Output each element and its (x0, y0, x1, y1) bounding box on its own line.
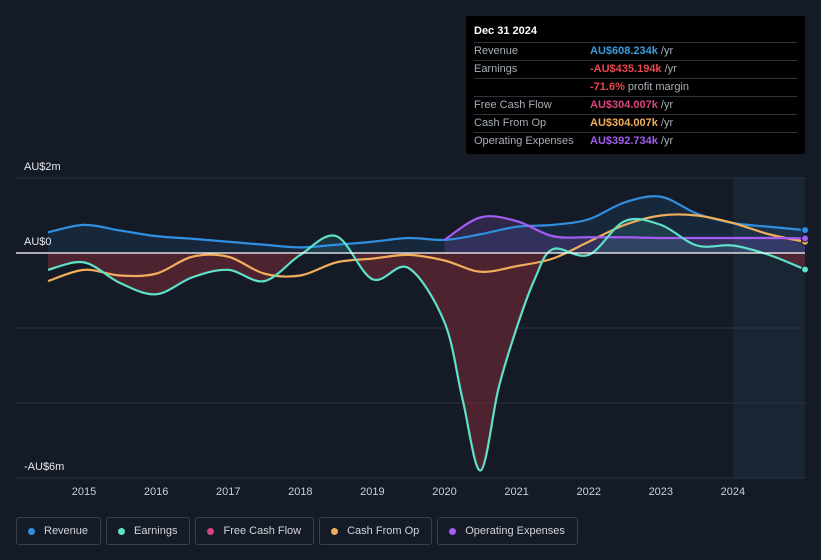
tooltip-row: Revenue AU$608.234k/yr (474, 43, 797, 61)
y-tick-label: AU$2m (24, 161, 61, 173)
tooltip-row-label: Cash From Op (474, 117, 547, 129)
legend-item[interactable]: Revenue (16, 517, 102, 545)
x-tick-label: 2019 (360, 486, 384, 498)
tooltip-row: Cash From Op AU$304.007k/yr (474, 115, 797, 133)
tooltip-row-unit: profit margin (627, 81, 689, 93)
tooltip-row: -71.6% profit margin (474, 79, 797, 97)
tooltip-row-unit: /yr (660, 45, 674, 57)
tooltip-row-label: Revenue (474, 45, 519, 57)
end-dot-earnings (801, 265, 809, 274)
data-tooltip: Dec 31 2024 Revenue AU$608.234k/yr Earning… (466, 16, 805, 154)
tooltip-row-label: Free Cash Flow (474, 99, 552, 111)
chart-legend: Revenue Earnings Free Cash Flow Cash From O… (16, 517, 583, 545)
tooltip-row-unit: /yr (660, 135, 674, 147)
tooltip-row-unit: /yr (660, 99, 674, 111)
revenue-area (48, 196, 805, 253)
legend-dot-icon (28, 527, 35, 535)
legend-label: Earnings (134, 525, 178, 537)
tooltip-date: Dec 31 2024 (474, 24, 797, 43)
grid-lines (16, 177, 805, 479)
x-tick-label: 2021 (504, 486, 528, 498)
y-axis-ticks: AU$2m AU$0 -AU$6m (24, 161, 64, 473)
legend-item[interactable]: Free Cash Flow (195, 517, 315, 545)
series-end-dots (801, 226, 809, 274)
tooltip-row-label: Earnings (474, 63, 518, 75)
series-line-cash-from-op (47, 213, 806, 283)
x-tick-label: 2015 (72, 486, 96, 498)
x-tick-label: 2017 (216, 486, 240, 498)
financial-chart: AU$2m AU$0 -AU$6m 2015 2016 2017 2018 2019 2020… (16, 161, 809, 498)
x-tick-label: 2020 (432, 486, 456, 498)
tooltip-row-value: -AU$435.194k (590, 63, 662, 75)
legend-item[interactable]: Operating Expenses (437, 517, 578, 545)
tooltip-row-value: AU$304.007k (590, 117, 658, 129)
legend-dot-icon (449, 527, 457, 535)
x-tick-label: 2018 (288, 486, 312, 498)
legend-item[interactable]: Earnings (106, 517, 191, 545)
tooltip-rows: Revenue AU$608.234k/yr Earnings -AU$435.194… (474, 43, 797, 150)
tooltip-row-label (474, 79, 590, 96)
x-axis-ticks: 2015 2016 2017 2018 2019 2020 2021 2022 2023 2024 (72, 486, 745, 498)
legend-dot-icon (207, 527, 215, 535)
tooltip-row: Operating Expenses AU$392.734k/yr (474, 133, 797, 150)
x-tick-label: 2022 (576, 486, 600, 498)
y-tick-label: -AU$6m (24, 461, 64, 473)
tooltip-row-value: AU$608.234k (590, 45, 658, 57)
tooltip-row-unit: /yr (664, 63, 677, 75)
legend-dot-icon (118, 527, 126, 535)
opex-area (444, 216, 805, 253)
series-line-revenue (47, 195, 806, 249)
series-line-operating-expenses (443, 215, 806, 241)
y-tick-label: AU$0 (24, 236, 52, 248)
x-tick-label: 2023 (649, 486, 673, 498)
tooltip-row-label: Operating Expenses (474, 135, 574, 147)
end-dot-revenue (801, 226, 809, 235)
tooltip-row: Earnings -AU$435.194k/yr (474, 61, 797, 79)
tooltip-row-value: AU$304.007k (590, 99, 658, 111)
tooltip-row-unit: /yr (660, 117, 674, 129)
tooltip-row-value: -71.6% (590, 81, 625, 93)
series-line-earnings (47, 217, 806, 472)
legend-dot-icon (331, 527, 339, 535)
legend-item[interactable]: Cash From Op (319, 517, 433, 545)
legend-label: Free Cash Flow (223, 525, 302, 537)
legend-label: Operating Expenses (465, 525, 565, 537)
x-tick-label: 2016 (144, 486, 168, 498)
series-lines (47, 195, 806, 472)
tooltip-row: Free Cash Flow AU$304.007k/yr (474, 97, 797, 115)
legend-label: Cash From Op (347, 525, 420, 537)
end-dot-operating-expenses (801, 234, 809, 243)
legend-label: Revenue (44, 525, 89, 537)
tooltip-row-value: AU$392.734k (590, 135, 658, 147)
x-tick-label: 2024 (721, 486, 745, 498)
earnings-profit-area (48, 219, 805, 253)
